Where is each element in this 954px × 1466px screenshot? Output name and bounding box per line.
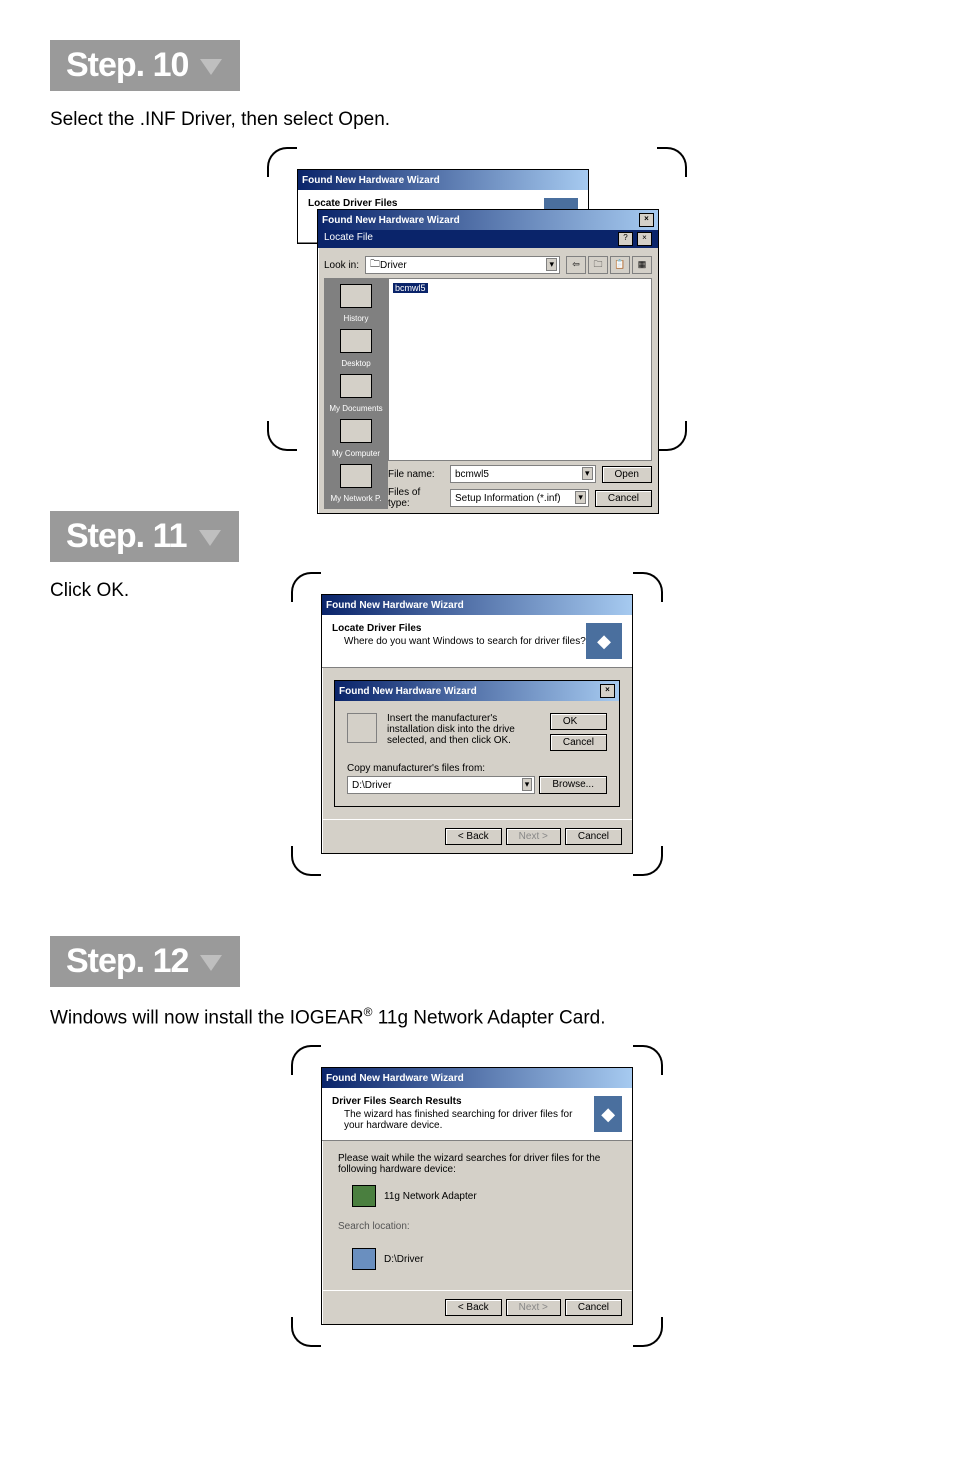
nav-up-button[interactable]: 🗀 xyxy=(588,256,608,274)
step-12-label: Step. 12 xyxy=(66,942,188,981)
locate-titlebar: Found New Hardware Wizard × xyxy=(318,210,658,230)
cancel-button[interactable]: Cancel xyxy=(595,490,652,507)
device-icon xyxy=(352,1185,376,1207)
filename-input[interactable]: bcmwl5 xyxy=(450,465,596,483)
next-button: Next > xyxy=(506,828,561,845)
step-10-badge: Step. 10 xyxy=(50,40,240,91)
next-button: Next > xyxy=(506,1299,561,1316)
help-icon[interactable]: ? xyxy=(618,232,633,246)
close-icon[interactable]: × xyxy=(600,684,615,698)
wizard-h2: The wizard has finished searching for dr… xyxy=(344,1109,594,1131)
device-name: 11g Network Adapter xyxy=(384,1191,477,1202)
lookin-dropdown[interactable]: 🗀 Driver xyxy=(365,256,560,274)
step-10-label: Step. 10 xyxy=(66,46,188,85)
chevron-down-icon xyxy=(197,526,223,548)
wizard-titlebar: Found New Hardware Wizard xyxy=(322,595,632,615)
step-12-badge: Step. 12 xyxy=(50,936,240,987)
selected-file[interactable]: bcmwl5 xyxy=(393,283,428,293)
wizard-h1: Driver Files Search Results xyxy=(332,1096,594,1107)
mycomputer-icon[interactable] xyxy=(340,419,372,443)
step-12-figure: Found New Hardware Wizard Driver Files S… xyxy=(291,1045,663,1347)
filetype-dropdown[interactable]: Setup Information (*.inf) xyxy=(450,489,589,507)
search-label: Search location: xyxy=(338,1221,616,1232)
search-value: D:\Driver xyxy=(384,1254,423,1265)
close-icon[interactable]: × xyxy=(639,213,654,227)
ok-button[interactable]: OK xyxy=(550,713,607,730)
file-list[interactable]: bcmwl5 xyxy=(388,278,652,461)
copy-label: Copy manufacturer's files from: xyxy=(347,763,607,774)
wizard-icon: ◆ xyxy=(586,623,622,659)
msg-title: Found New Hardware Wizard xyxy=(339,686,477,697)
wizard-title: Found New Hardware Wizard xyxy=(326,600,464,611)
step-10-figure: Found New Hardware Wizard Locate Driver … xyxy=(267,147,687,451)
open-button[interactable]: Open xyxy=(602,466,652,483)
places-bar: History Desktop My Documents My Computer… xyxy=(324,278,388,509)
wizard-h2: Where do you want Windows to search for … xyxy=(344,636,586,647)
cancel-button[interactable]: Cancel xyxy=(550,734,607,751)
step-10-instruction: Select the .INF Driver, then select Open… xyxy=(50,109,904,131)
view-menu-button[interactable]: ▦ xyxy=(632,256,652,274)
browse-button[interactable]: Browse... xyxy=(539,776,607,794)
locate-file-dialog: Found New Hardware Wizard × Locate File … xyxy=(317,209,659,514)
wizard-icon: ◆ xyxy=(594,1096,622,1132)
step-11-badge: Step. 11 xyxy=(50,511,239,562)
copy-from-input[interactable]: D:\Driver xyxy=(347,776,535,794)
step-11-figure: Found New Hardware Wizard Locate Driver … xyxy=(291,572,663,876)
wizard-titlebar: Found New Hardware Wizard xyxy=(322,1068,632,1088)
filetype-label: Files of type: xyxy=(388,487,444,509)
wizard-window: Found New Hardware Wizard Driver Files S… xyxy=(321,1067,633,1325)
wizard-back-title: Found New Hardware Wizard xyxy=(302,175,440,186)
disk-icon xyxy=(347,713,377,743)
desktop-icon[interactable] xyxy=(340,329,372,353)
nav-back-button[interactable]: ⇦ xyxy=(566,256,586,274)
wizard-h1: Locate Driver Files xyxy=(332,623,586,634)
wizard-back-h1: Locate Driver Files xyxy=(308,198,544,209)
chevron-down-icon xyxy=(198,55,224,77)
msg-text: Insert the manufacturer's installation d… xyxy=(387,713,540,746)
chevron-down-icon xyxy=(198,951,224,973)
folder-icon xyxy=(352,1248,376,1270)
step-11-label: Step. 11 xyxy=(66,517,187,556)
close-icon[interactable]: × xyxy=(637,232,652,246)
locate-subtitle: Locate File xyxy=(324,232,373,246)
wizard-window: Found New Hardware Wizard Locate Driver … xyxy=(321,594,633,854)
wizard-title: Found New Hardware Wizard xyxy=(326,1073,464,1084)
network-icon[interactable] xyxy=(340,464,372,488)
new-folder-button[interactable]: 📋 xyxy=(610,256,630,274)
back-button[interactable]: < Back xyxy=(445,1299,502,1316)
back-button[interactable]: < Back xyxy=(445,828,502,845)
cancel-button[interactable]: Cancel xyxy=(565,1299,622,1316)
mydocs-icon[interactable] xyxy=(340,374,372,398)
locate-title: Found New Hardware Wizard xyxy=(322,215,460,226)
cancel-button[interactable]: Cancel xyxy=(565,828,622,845)
history-icon[interactable] xyxy=(340,284,372,308)
step-12-instruction: Windows will now install the IOGEAR® 11g… xyxy=(50,1005,904,1029)
lookin-label: Look in: xyxy=(324,260,359,271)
wizard-back-titlebar: Found New Hardware Wizard xyxy=(298,170,588,190)
insert-disk-dialog: Found New Hardware Wizard × Insert the m… xyxy=(334,680,620,807)
filename-label: File name: xyxy=(388,469,444,480)
body-text: Please wait while the wizard searches fo… xyxy=(338,1153,616,1175)
